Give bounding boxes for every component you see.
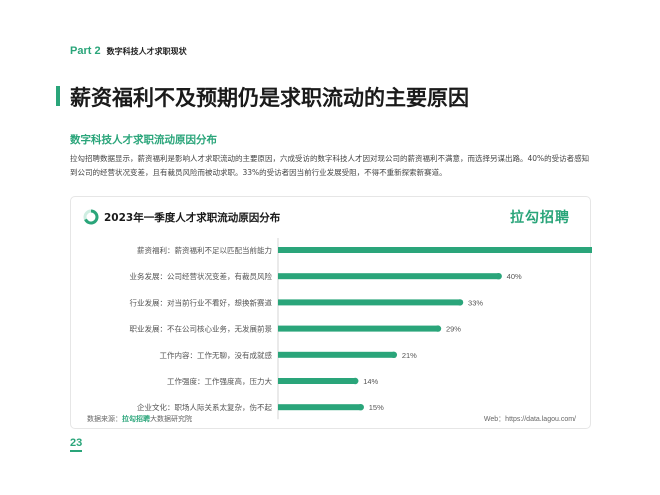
bar: [278, 404, 361, 411]
part-label: Part 2: [70, 45, 101, 57]
bar-end-dot: [434, 325, 442, 332]
title-accent-bar: [56, 86, 60, 106]
category-label: 行业发展：对当前行业不看好，想换新赛道: [130, 297, 273, 307]
value-label: 33%: [468, 298, 483, 307]
page-number-underline: [70, 450, 82, 452]
category-label: 工作强度：工作强度高，压力大: [167, 376, 272, 386]
ring-chart-icon: [83, 209, 99, 225]
page-title: 薪资福利不及预期仍是求职流动的主要原因: [70, 86, 469, 110]
web-url: Web：https://data.lagou.com/: [483, 416, 576, 423]
category-label: 薪资福利：薪资福利不足以匹配当前能力: [137, 245, 272, 255]
bar-end-dot: [352, 377, 359, 385]
page-number: 23: [70, 437, 83, 449]
value-label: 14%: [363, 377, 378, 386]
source-brand: 拉勾招聘: [122, 415, 150, 423]
value-label: 40%: [507, 272, 522, 281]
bar: [278, 378, 356, 384]
bar-chart: 薪资福利：薪资福利不足以匹配当前能力60%业务发展：公司经营状况变差，有裁员风险…: [130, 238, 592, 420]
section-description: 拉勾招聘数据显示，薪资福利是影响人才求职流动的主要原因，六成受访的数字科技人才因…: [70, 154, 590, 177]
source-suffix: 大数据研究院: [150, 415, 192, 423]
category-label: 工作内容：工作无聊，没有成就感: [160, 350, 273, 360]
category-label: 企业文化：职场人际关系太复杂，伤不起: [137, 402, 272, 412]
source-prefix: 数据来源：: [87, 415, 122, 423]
bar-end-dot: [495, 273, 502, 280]
bar: [278, 351, 394, 358]
section-subtitle: 数字科技人才求职流动原因分布: [70, 134, 217, 146]
category-label: 职业发展：不在公司核心业务，无发展前景: [130, 324, 273, 334]
bar-end-dot: [357, 404, 364, 411]
bar-end-dot: [456, 299, 464, 306]
category-label: 业务发展：公司经营状况变差，有裁员风险: [130, 271, 273, 281]
data-source: 数据来源：拉勾招聘大数据研究院: [87, 414, 192, 424]
part-subtitle: 数字科技人才求职现状: [106, 47, 187, 56]
bar: [278, 299, 461, 306]
bar: [278, 247, 592, 253]
value-label: 15%: [369, 403, 384, 412]
chart-card: 2023年一季度人才求职流动原因分布 拉勾招聘 薪资福利：薪资福利不足以匹配当前…: [70, 196, 592, 429]
value-label: 21%: [402, 351, 417, 360]
bar: [278, 325, 438, 332]
brand-logo: 拉勾招聘: [510, 210, 570, 226]
bar: [278, 273, 499, 280]
bar-end-dot: [390, 351, 398, 358]
part-header: Part 2 数字科技人才求职现状: [70, 45, 187, 57]
chart-title: 2023年一季度人才求职流动原因分布: [104, 212, 281, 224]
value-label: 29%: [446, 325, 461, 334]
